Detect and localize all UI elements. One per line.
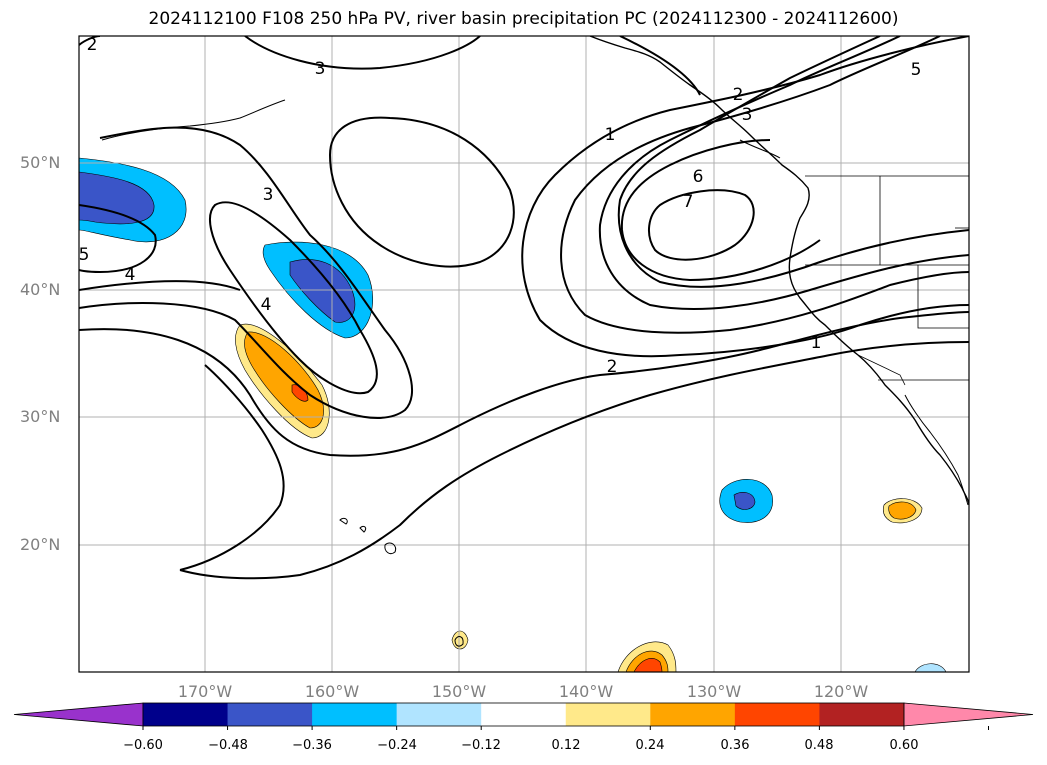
contour-label: 4	[125, 265, 136, 285]
positive-anomaly-core	[244, 331, 324, 429]
contour-label: 1	[605, 125, 616, 145]
colorbar-extend-min	[13, 702, 144, 727]
contour-label: 5	[911, 60, 922, 80]
lon-tick-label: 130°W	[686, 682, 742, 701]
map-title: 2024112100 F108 250 hPa PV, river basin …	[148, 9, 899, 29]
political-borders	[805, 175, 969, 386]
map-background	[79, 36, 969, 672]
coastlines	[101, 36, 969, 647]
lon-tick-label: 150°W	[431, 682, 487, 701]
positive-anomaly-core	[888, 501, 917, 520]
colorbar-label: 0.12	[551, 738, 581, 753]
colorbar-segment	[312, 703, 398, 726]
lat-tick-label: 20°N	[20, 535, 61, 554]
colorbar-segment	[481, 703, 567, 726]
colorbar-ticks	[142, 726, 989, 730]
lat-tick-label: 50°N	[20, 153, 61, 172]
contour-label: 3	[263, 185, 274, 205]
colorbar-label: −0.36	[292, 738, 332, 753]
contour-label: 4	[261, 295, 272, 315]
colorbar-extend-max	[903, 702, 1034, 727]
lon-tick-label: 170°W	[177, 682, 233, 701]
contour-label: 2	[607, 357, 618, 377]
colorbar-segment	[143, 703, 229, 726]
positive-anomaly-max	[633, 658, 663, 672]
colorbar-segment	[734, 703, 820, 726]
lat-tick-label: 40°N	[20, 280, 61, 299]
colorbar-label: −0.48	[208, 738, 248, 753]
contour-label: 5	[79, 245, 90, 265]
colorbar-label: 0.36	[720, 738, 750, 753]
lat-tick-label: 30°N	[20, 407, 61, 426]
colorbar-segment	[650, 703, 736, 726]
pv-contours	[79, 36, 969, 580]
contour-label: 2	[87, 35, 98, 55]
colorbar-label: −0.60	[123, 738, 163, 753]
contour-label: 3	[742, 105, 753, 125]
lon-tick-label: 140°W	[558, 682, 614, 701]
colorbar-segment	[565, 703, 651, 726]
colorbar-segments	[13, 702, 1034, 727]
colorbar-segment	[227, 703, 313, 726]
negative-anomaly-core	[733, 492, 756, 510]
contour-label: 7	[683, 192, 694, 212]
lon-tick-label: 160°W	[304, 682, 360, 701]
colorbar-segment	[396, 703, 482, 726]
contour-labels: 2 3 3 4 4 5 1 2 3 5 6 7 2 1	[79, 35, 922, 377]
colorbar-label: 0.48	[804, 738, 834, 753]
colorbar-segment	[819, 703, 905, 726]
colorbar-label: −0.12	[461, 738, 501, 753]
contour-label: 3	[315, 59, 326, 79]
contour-label: 1	[811, 333, 822, 353]
contour-label: 2	[733, 85, 744, 105]
map-frame	[78, 35, 970, 673]
lon-tick-label: 120°W	[813, 682, 869, 701]
colorbar-label: −0.24	[377, 738, 417, 753]
colorbar-label: 0.24	[635, 738, 665, 753]
colorbar-label: 0.60	[889, 738, 919, 753]
contour-label: 6	[693, 167, 704, 187]
colorbar-frame	[142, 702, 905, 727]
